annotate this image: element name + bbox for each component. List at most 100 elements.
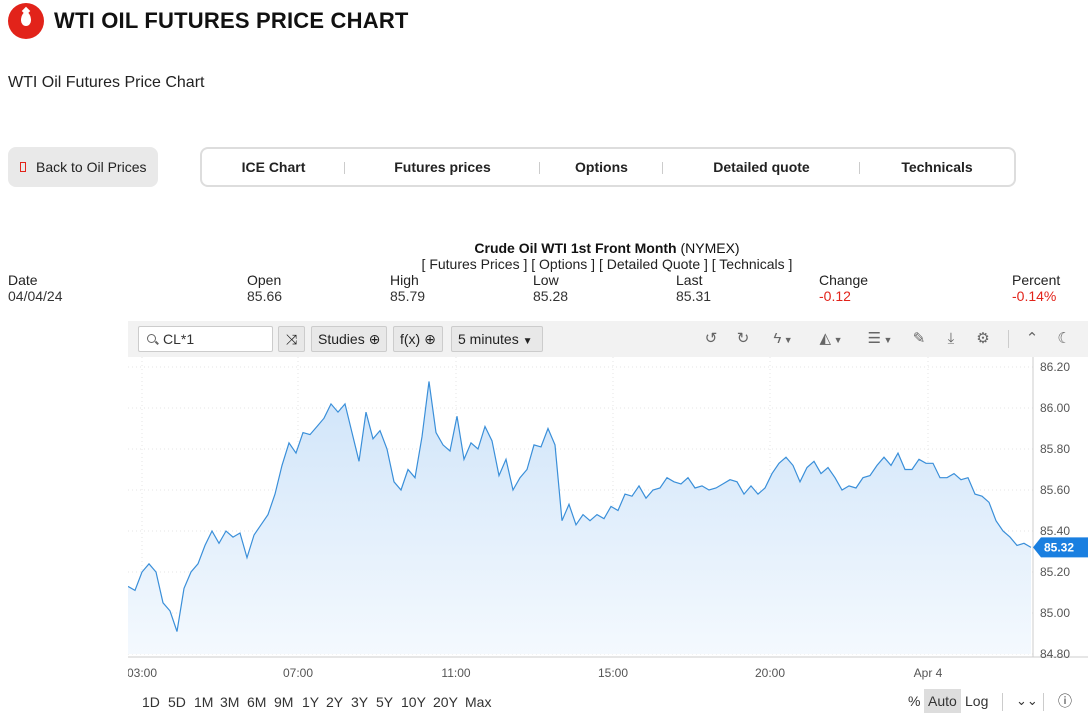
price-chart[interactable]: 86.20 86.00 85.80 85.60 85.40 85.20 85.00 84.80… (128, 357, 1088, 685)
tab-technicals[interactable]: Technicals (901, 159, 973, 175)
range-5d[interactable]: 5D (168, 694, 186, 710)
redo-icon[interactable]: ↻ (736, 330, 750, 347)
range-divider (1043, 693, 1044, 711)
range-2y[interactable]: 2Y (326, 694, 344, 710)
interval-select[interactable]: 5 minutes ▼ (451, 326, 543, 352)
y-axis-ticks: 86.20 86.00 85.80 85.60 85.40 85.20 85.00 84.80 (1040, 360, 1070, 661)
chart-toolbar: CL*1 ⤨ Studies ⊕ f(x) ⊕ 5 minutes ▼ ↺ ↻ … (128, 321, 1088, 357)
shuffle-icon: ⤨ (285, 331, 298, 347)
x-axis-ticks: 03:00 07:00 11:00 15:00 20:00 Apr 4 (128, 666, 943, 680)
range-3m[interactable]: 3M (220, 694, 240, 710)
range-max[interactable]: Max (465, 694, 492, 710)
fx-label: f(x) (400, 331, 421, 347)
quote-high-label: High (390, 272, 419, 288)
x-tick-label: 15:00 (598, 666, 628, 680)
last-price-label: 85.32 (1044, 540, 1074, 554)
x-tick-label: 07:00 (283, 666, 313, 680)
chart-widget: CL*1 ⤨ Studies ⊕ f(x) ⊕ 5 minutes ▼ ↺ ↻ … (128, 321, 1088, 719)
range-3y[interactable]: 3Y (351, 694, 369, 710)
range-1y[interactable]: 1Y (302, 694, 320, 710)
quote-low-value: 85.28 (533, 288, 569, 304)
tab-futures-prices[interactable]: Futures prices (345, 159, 540, 175)
oil-drop-logo (8, 3, 44, 39)
studies-button[interactable]: Studies ⊕ (311, 326, 388, 352)
back-to-oil-prices-button[interactable]: Back to Oil Prices (8, 147, 158, 187)
range-bar: 1D 5D 1M 3M 6M 9M 1Y 2Y 3Y 5Y 10Y 20Y Ma… (128, 685, 1088, 719)
y-tick-label: 85.00 (1040, 606, 1070, 620)
undo-icon[interactable]: ↺ (704, 330, 718, 347)
range-20y[interactable]: 20Y (433, 694, 458, 710)
quote-change: Change -0.12 (819, 272, 868, 304)
quote-date: Date 04/04/24 (8, 272, 63, 304)
add-circle-icon: ⊕ (368, 331, 381, 347)
quote-date-value: 04/04/24 (8, 288, 63, 304)
compare-button[interactable]: ⤨ (278, 326, 305, 352)
download-icon[interactable]: ⤓ (947, 330, 955, 347)
last-price-badge: 85.32 (1033, 537, 1088, 558)
lightning-icon[interactable]: ϟ ▼ (773, 330, 793, 347)
x-tick-label: Apr 4 (914, 666, 943, 680)
nav-tabs: ICE Chart Futures prices Options Detaile… (200, 147, 1016, 187)
range-6m[interactable]: 6M (247, 694, 267, 710)
auto-scale-button[interactable]: Auto (924, 689, 961, 713)
y-tick-label: 86.00 (1040, 401, 1070, 415)
caret-down-icon: ▼ (522, 336, 533, 347)
quote-percent: Percent -0.14% (1012, 272, 1060, 304)
range-1d[interactable]: 1D (142, 694, 160, 710)
collapse-down-icon[interactable]: ⌄⌄ (1016, 693, 1038, 708)
quote-last-label: Last (676, 272, 703, 288)
x-tick-label: 11:00 (441, 666, 470, 680)
gear-icon[interactable]: ⚙ (976, 330, 990, 347)
symbol-input[interactable]: CL*1 (138, 326, 273, 352)
log-scale-button[interactable]: Log (965, 693, 989, 709)
layout-icon[interactable]: ☰ ▼ (867, 330, 893, 347)
x-tick-label: 03:00 (128, 666, 157, 680)
y-tick-label: 85.60 (1040, 483, 1070, 497)
pencil-icon[interactable]: ✎ (912, 330, 926, 347)
price-line (128, 381, 1032, 632)
range-10y[interactable]: 10Y (401, 694, 426, 710)
dark-mode-icon[interactable]: ☾ (1057, 330, 1071, 347)
instrument-title: Crude Oil WTI 1st Front Month (NYMEX) (0, 240, 1092, 256)
quote-open-label: Open (247, 272, 282, 288)
oil-drop-icon (21, 12, 31, 26)
page-title: WTI OIL FUTURES PRICE CHART (54, 8, 409, 33)
quote-last-value: 85.31 (676, 288, 712, 304)
instrument-name: Crude Oil WTI 1st Front Month (474, 240, 677, 256)
quote-change-label: Change (819, 272, 869, 288)
collapse-up-icon[interactable]: ⌃ (1025, 330, 1039, 347)
quote-last: Last 85.31 (676, 272, 711, 304)
quote-high-value: 85.79 (390, 288, 426, 304)
help-icon[interactable]: ⓘ (1058, 693, 1072, 709)
range-5y[interactable]: 5Y (376, 694, 394, 710)
price-area (128, 381, 1031, 654)
quote-low-label: Low (533, 272, 559, 288)
instrument-links[interactable]: [ Futures Prices ] [ Options ] [ Detaile… (421, 256, 793, 272)
toolbar-divider (1008, 330, 1009, 348)
studies-label: Studies (318, 331, 365, 347)
range-divider (1002, 693, 1003, 711)
tab-ice-chart[interactable]: ICE Chart (202, 159, 345, 175)
percent-scale-button[interactable]: % (908, 693, 921, 709)
search-icon (147, 334, 156, 343)
quote-date-label: Date (8, 272, 38, 288)
quote-high: High 85.79 (390, 272, 425, 304)
fx-button[interactable]: f(x) ⊕ (393, 326, 443, 352)
quote-change-value: -0.12 (819, 288, 851, 304)
y-tick-label: 84.80 (1040, 647, 1070, 661)
back-arrow-icon (20, 162, 26, 172)
quote-low: Low 85.28 (533, 272, 568, 304)
y-tick-label: 86.20 (1040, 360, 1070, 374)
back-button-label: Back to Oil Prices (36, 159, 147, 175)
y-tick-label: 85.20 (1040, 565, 1070, 579)
y-tick-label: 85.80 (1040, 442, 1070, 456)
x-tick-label: 20:00 (755, 666, 785, 680)
tab-options[interactable]: Options (540, 159, 663, 175)
range-1m[interactable]: 1M (194, 694, 214, 710)
y-tick-label: 85.40 (1040, 524, 1070, 538)
range-9m[interactable]: 9M (274, 694, 294, 710)
tab-detailed-quote[interactable]: Detailed quote (663, 159, 860, 175)
instrument-exchange: (NYMEX) (680, 240, 740, 256)
chart-type-icon[interactable]: ◭ ▼ (819, 330, 843, 347)
add-circle-icon: ⊕ (424, 331, 436, 347)
